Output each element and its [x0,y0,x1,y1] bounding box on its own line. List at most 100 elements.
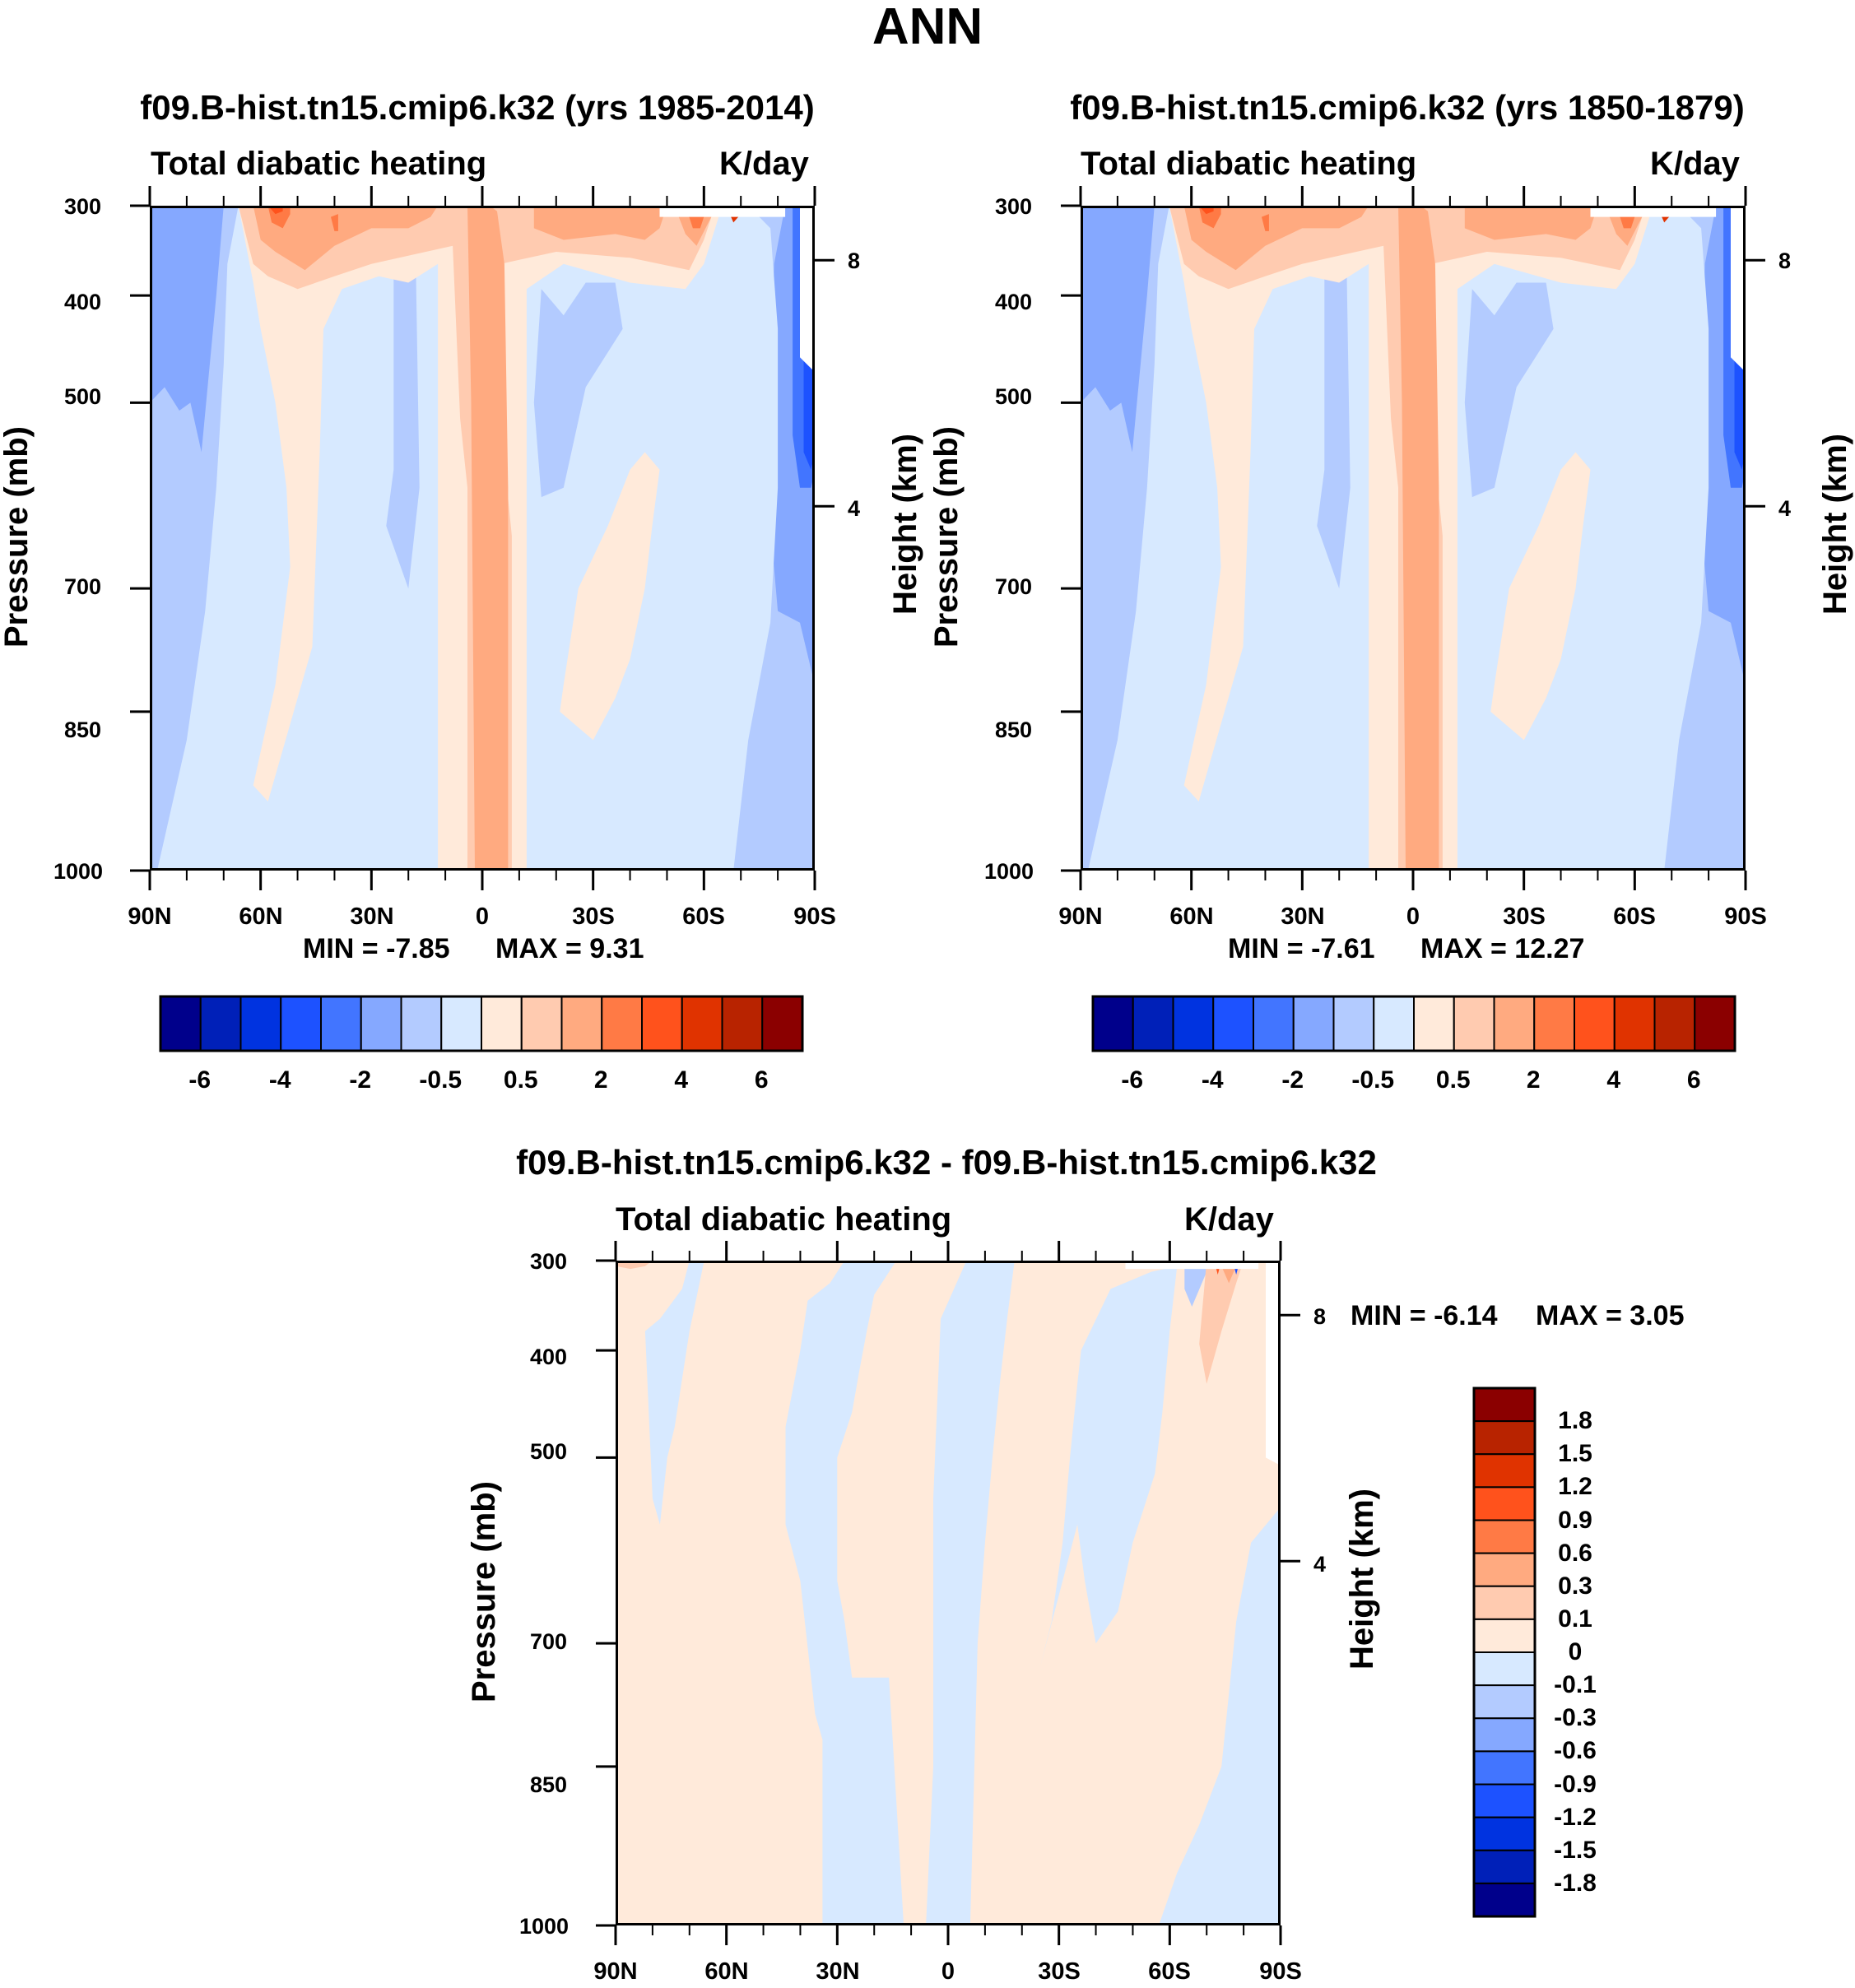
axis-ticks [1061,186,1765,890]
colorbar-label: -0.1 [1554,1671,1597,1699]
colorbar-label: -0.3 [1554,1704,1597,1732]
colorbar-swatch [1413,996,1455,1052]
y-right-tick-8: 8 [1778,248,1792,273]
y-tick-1000: 1000 [519,1914,570,1939]
colorbar-label: 0.6 [1558,1539,1592,1567]
x-tick-0: 0 [941,1958,955,1985]
x-tick-60s: 60S [1613,903,1656,930]
colorbar-label: -2 [1281,1066,1304,1094]
y-right-tick-4: 4 [1313,1552,1327,1577]
plot-frame [150,206,815,871]
panel-2-left-string: Total diabatic heating [1081,146,1417,182]
x-tick-60s: 60S [682,903,725,930]
x-tick-30n: 30N [350,903,394,930]
colorbar-label: 1.2 [1558,1473,1592,1501]
colorbar-label: -1.2 [1554,1803,1597,1831]
colorbar-swatch [601,996,643,1052]
missing-data-mask [659,206,786,217]
colorbar-label: 0.5 [1435,1066,1471,1094]
colorbar-swatch [481,996,523,1052]
x-tick-30s: 30S [1038,1958,1081,1985]
panel-2-max: MAX = 12.27 [1420,933,1585,964]
colorbar-swatch [1473,1816,1536,1851]
colorbar-swatch [280,996,322,1052]
colorbar-swatch [1292,996,1335,1052]
colorbar-label: -6 [1121,1066,1144,1094]
panel-1-plot [150,206,815,871]
panel-3-min: MIN = -6.14 [1351,1300,1498,1331]
colorbar-swatch [320,996,362,1052]
panel-2-title: f09.B-hist.tn15.cmip6.k32 (yrs 1850-1879… [1070,88,1745,127]
colorbar-swatch [1132,996,1174,1052]
colorbar-border [159,995,804,1052]
contour-region [1317,261,1351,589]
x-tick-60n: 60N [1169,903,1214,930]
colorbar-swatch [1172,996,1215,1052]
colorbar-label: 0.9 [1558,1506,1592,1534]
y-tick-850: 850 [530,1772,568,1797]
contour-region [467,206,509,871]
contour-fill-group [150,206,815,871]
contour-region [1464,282,1554,498]
x-tick-0: 0 [475,903,490,930]
contour-region [1199,1261,1244,1384]
colorbar-swatch [400,996,443,1052]
contour-region [560,452,660,741]
colorbar-swatch [560,996,603,1052]
axis-ticks [596,1241,1300,1945]
contour-region [1158,1507,1281,1925]
y-tick-500: 500 [995,384,1033,409]
x-tick-60n: 60N [239,903,283,930]
panel-2-colorbar [1091,995,1736,1052]
colorbar-label: 2 [1526,1066,1541,1094]
panel-2-ylabel: Pressure (mb) [928,426,965,648]
colorbar-label: 0.5 [503,1066,538,1094]
colorbar-swatch [1473,1849,1536,1884]
y-tick-500: 500 [64,384,102,409]
contour-region [533,282,623,498]
y-tick-400: 400 [995,290,1033,314]
colorbar-swatch [1253,996,1295,1052]
axis-ticks [130,186,835,890]
contour-region [1490,452,1591,741]
colorbar-swatch [1373,996,1415,1052]
panel-2-units: K/day [1650,146,1740,182]
colorbar-swatch [1473,1387,1536,1423]
contour-fill-group [1081,206,1746,871]
colorbar-swatch [1533,996,1575,1052]
colorbar-label: 6 [1686,1066,1701,1094]
x-tick-90n: 90N [128,903,172,930]
y-right-tick-4: 4 [848,496,861,521]
colorbar-label: 2 [593,1066,608,1094]
panel-3-title: f09.B-hist.tn15.cmip6.k32 - f09.B-hist.t… [516,1143,1377,1182]
colorbar-label: -4 [1201,1066,1224,1094]
x-tick-90s: 90S [1724,903,1767,930]
panel-1-units: K/day [719,146,809,182]
y-tick-400: 400 [64,290,102,314]
y-tick-300: 300 [64,194,102,219]
contour-region [1262,214,1269,231]
colorbar-swatch [761,996,803,1052]
y-tick-400: 400 [530,1345,568,1369]
x-tick-30n: 30N [1281,903,1325,930]
colorbar-swatch [1473,1486,1536,1521]
y-tick-850: 850 [64,718,102,742]
colorbar-swatch [1453,996,1495,1052]
colorbar-label: -1.8 [1554,1869,1597,1897]
contour-region [1184,1261,1215,1307]
colorbar-label: 4 [674,1066,689,1094]
colorbar-swatch [520,996,563,1052]
y-tick-1000: 1000 [984,859,1034,884]
colorbar-swatch [1493,996,1536,1052]
panel-3-colorbar [1472,1386,1537,1918]
panel-2-plot [1081,206,1746,871]
x-tick-90n: 90N [593,1958,638,1985]
x-tick-90s: 90S [793,903,836,930]
colorbar-label: 0 [1568,1638,1583,1665]
x-tick-60n: 60N [704,1958,749,1985]
colorbar-border [1472,1386,1537,1918]
colorbar-label: -0.5 [1351,1066,1395,1094]
y-tick-700: 700 [530,1629,568,1654]
colorbar-label: -4 [268,1066,291,1094]
contour-region [331,214,338,231]
